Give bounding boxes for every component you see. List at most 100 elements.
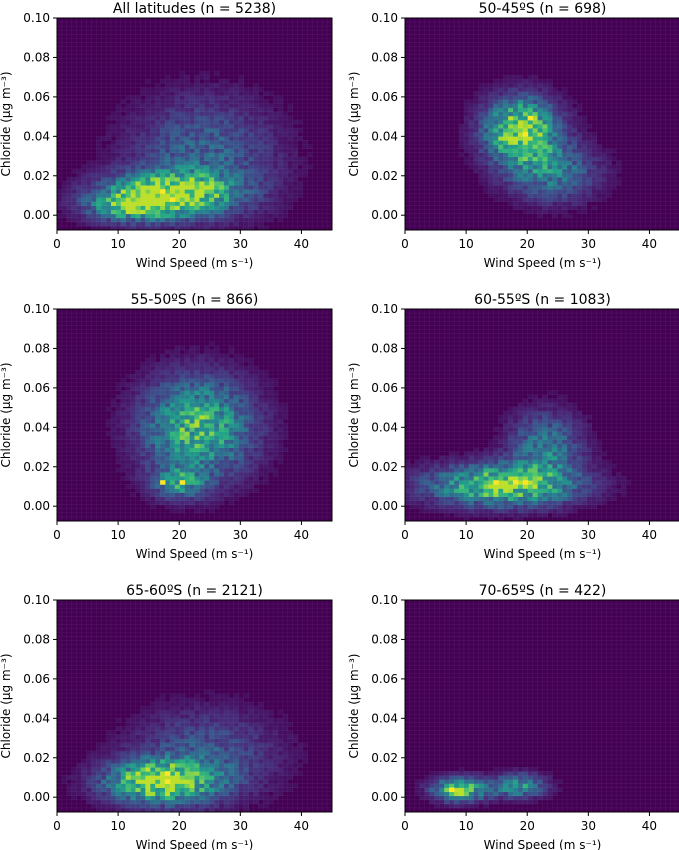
heatmap-cell	[586, 156, 593, 162]
heatmap-cell	[473, 480, 480, 485]
heatmap-cell	[96, 148, 102, 153]
heatmap-cell	[174, 217, 181, 223]
heatmap-cell	[297, 119, 303, 125]
heatmap-cell	[91, 172, 97, 178]
heatmap-cell	[209, 472, 215, 477]
heatmap-cell	[557, 111, 563, 117]
heatmap-cell	[238, 91, 245, 96]
heatmap-cell	[204, 423, 210, 428]
heatmap-cell	[498, 476, 504, 481]
heatmap-cell	[209, 124, 215, 129]
heatmap-cell	[76, 779, 82, 784]
heatmap-cell	[586, 496, 593, 502]
heatmap-cell	[135, 111, 141, 117]
heatmap-cell	[228, 374, 235, 379]
heatmap-cell	[591, 447, 597, 453]
heatmap-cell	[263, 177, 269, 182]
heatmap-cell	[165, 492, 171, 497]
heatmap-cell	[248, 455, 254, 461]
heatmap-cell	[106, 197, 112, 202]
heatmap-cell	[115, 386, 122, 391]
heatmap-cell	[125, 398, 132, 404]
heatmap-cell	[248, 128, 254, 133]
heatmap-cell	[571, 480, 578, 485]
heatmap-cell	[503, 512, 509, 518]
heatmap-cell	[493, 95, 499, 100]
heatmap-cell	[517, 152, 524, 158]
heatmap-cell	[268, 115, 274, 121]
heatmap-cell	[233, 189, 240, 194]
heatmap-cell	[219, 152, 225, 158]
heatmap-cell	[459, 152, 465, 158]
heatmap-cell	[552, 140, 558, 145]
heatmap-cell	[130, 217, 136, 223]
heatmap-cell	[140, 132, 146, 137]
heatmap-cell	[61, 775, 68, 780]
heatmap-cell	[488, 136, 494, 141]
heatmap-cell	[86, 160, 92, 166]
heatmap-cell	[214, 398, 220, 404]
heatmap-cell	[238, 370, 245, 375]
heatmap-cell	[282, 111, 289, 117]
heatmap-cell	[150, 357, 156, 363]
heatmap-cell	[493, 164, 499, 170]
heatmap-cell	[542, 451, 548, 457]
heatmap-cell	[581, 132, 588, 137]
heatmap-cell	[508, 447, 514, 453]
heatmap-cell	[189, 431, 195, 436]
heatmap-cell	[571, 107, 578, 113]
heatmap-cell	[61, 197, 68, 202]
heatmap-cell	[145, 476, 151, 481]
heatmap-cell	[576, 415, 583, 420]
heatmap-cell	[581, 484, 588, 489]
heatmap-cell	[135, 480, 141, 485]
heatmap-cell	[194, 181, 200, 186]
heatmap-cell	[130, 124, 136, 129]
heatmap-cell	[233, 119, 240, 125]
heatmap-cell	[155, 201, 161, 206]
heatmap-cell	[547, 435, 553, 440]
heatmap-cell	[165, 132, 171, 137]
heatmap-cell	[253, 148, 259, 153]
heatmap-cell	[204, 435, 210, 440]
heatmap-cell	[184, 185, 190, 190]
heatmap-cell	[140, 476, 146, 481]
heatmap-cell	[238, 107, 245, 113]
heatmap-cell	[263, 107, 269, 113]
heatmap-cell	[204, 419, 210, 424]
heatmap-cell	[233, 398, 240, 404]
heatmap-cell	[557, 140, 563, 145]
heatmap-cell	[552, 189, 558, 194]
heatmap-cell	[199, 398, 205, 404]
heatmap-cell	[243, 476, 249, 481]
heatmap-cell	[596, 492, 602, 497]
heatmap-cell	[96, 225, 102, 231]
heatmap-cell	[586, 504, 593, 510]
heatmap-cell	[586, 197, 593, 202]
heatmap-cell	[542, 496, 548, 502]
heatmap-cell	[140, 362, 146, 367]
heatmap-cell	[135, 447, 141, 453]
heatmap-cell	[223, 378, 230, 383]
heatmap-cell	[571, 160, 578, 166]
heatmap-cell	[517, 402, 524, 408]
heatmap-cell	[537, 447, 543, 453]
heatmap-cell	[76, 193, 82, 198]
heatmap-cell	[581, 205, 588, 211]
heatmap-cell	[169, 152, 176, 158]
heatmap-cell	[248, 484, 254, 489]
heatmap-cell	[547, 431, 553, 436]
heatmap-cell	[120, 419, 127, 424]
heatmap-cell	[140, 492, 146, 497]
heatmap-cell	[96, 799, 102, 805]
heatmap-cell	[106, 791, 112, 797]
heatmap-cell	[91, 217, 97, 223]
heatmap-cell	[219, 148, 225, 153]
heatmap-cell	[145, 79, 151, 84]
y-tick-label: 0.10	[23, 302, 50, 316]
heatmap-cell	[96, 742, 102, 748]
heatmap-cell	[160, 370, 166, 375]
heatmap-cell	[557, 128, 563, 133]
heatmap-cell	[228, 225, 235, 231]
heatmap-cell	[419, 480, 426, 485]
